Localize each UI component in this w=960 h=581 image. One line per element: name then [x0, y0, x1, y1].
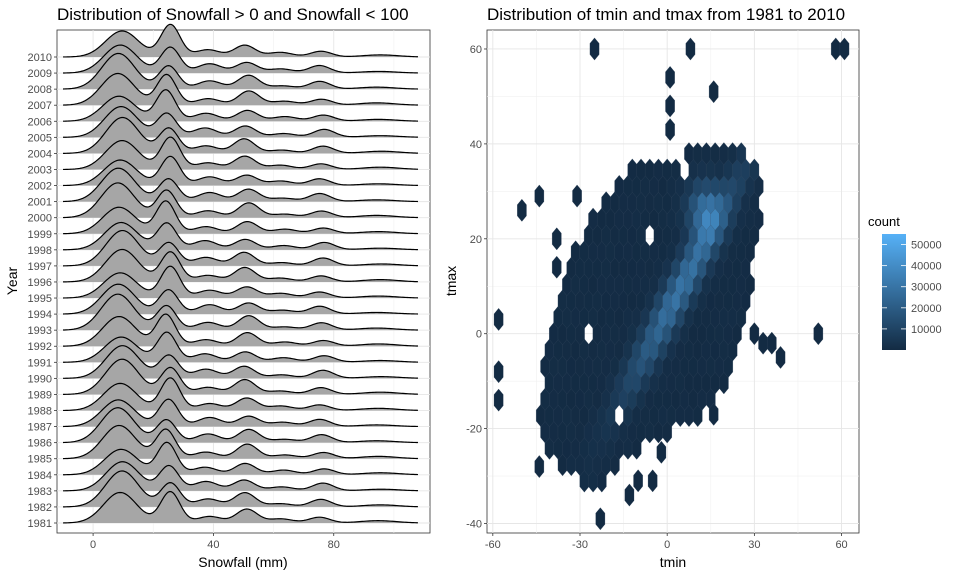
y-tick-label: 1990 [28, 373, 52, 385]
legend-label: 50000 [911, 240, 942, 252]
ridgeline-x-ticks: 0 40 80 [90, 533, 340, 551]
y-tick-label: 1986 [28, 438, 52, 450]
ridgeline-y-ticks: 1981 1982 1983 1984 1985 1986 1987 1988 1989 1990… [28, 52, 57, 530]
x-tick-label: 40 [207, 539, 219, 551]
y-tick-label: 1993 [28, 325, 52, 337]
y-tick-label: 2010 [28, 52, 52, 64]
ridgeline-title: Distribution of Snowfall > 0 and Snowfal… [57, 5, 409, 24]
ridgeline-x-axis-title: Snowfall (mm) [198, 554, 287, 570]
y-tick-label: 1981 [28, 518, 52, 530]
y-tick-label: 1996 [28, 277, 52, 289]
y-tick-label: 2003 [28, 164, 52, 176]
x-tick-label: 60 [835, 539, 847, 551]
y-tick-label: 1983 [28, 486, 52, 498]
x-tick-label: 0 [90, 539, 96, 551]
y-tick-label: 2002 [28, 181, 52, 193]
y-tick-label: 2007 [28, 100, 52, 112]
legend-label: 40000 [911, 261, 942, 273]
y-tick-label: 1984 [28, 470, 52, 482]
y-tick-label: 1997 [28, 261, 52, 273]
hexbin-x-axis-title: tmin [660, 554, 686, 570]
x-tick-label: -30 [572, 539, 588, 551]
hexbin-y-ticks: -40 -20 0 20 40 60 [466, 44, 487, 531]
legend-label: 10000 [911, 324, 942, 336]
y-tick-label: 2001 [28, 197, 52, 209]
y-tick-label: 1988 [28, 406, 52, 418]
ridgeline-chart: Distribution of Snowfall > 0 and Snowfal… [4, 5, 430, 570]
y-tick-label: 1989 [28, 389, 52, 401]
y-tick-label: 1991 [28, 357, 52, 369]
y-tick-label: 1998 [28, 245, 52, 257]
y-tick-label: 1995 [28, 293, 52, 305]
y-tick-label: 1985 [28, 454, 52, 466]
y-tick-label: 1987 [28, 422, 52, 434]
y-tick-label: -20 [466, 424, 482, 436]
y-tick-label: 2005 [28, 132, 52, 144]
legend-color-bar [882, 234, 906, 350]
hexbin-title: Distribution of tmin and tmax from 1981 … [487, 5, 845, 24]
y-tick-label: 1992 [28, 341, 52, 353]
y-tick-label: 1994 [28, 309, 52, 321]
legend-label: 20000 [911, 303, 942, 315]
legend-label: 30000 [911, 282, 942, 294]
hexbin-chart: Distribution of tmin and tmax from 1981 … [443, 5, 859, 570]
x-tick-label: 30 [748, 539, 760, 551]
y-tick-label: 2008 [28, 84, 52, 96]
hexbin-y-axis-title: tmax [443, 266, 459, 296]
x-tick-label: 80 [328, 539, 340, 551]
y-tick-label: -40 [466, 519, 482, 531]
y-tick-label: 2000 [28, 213, 52, 225]
y-tick-label: 1999 [28, 229, 52, 241]
ridgeline-y-axis-title: Year [4, 267, 20, 296]
y-tick-label: 0 [476, 329, 482, 341]
y-tick-label: 1982 [28, 502, 52, 514]
y-tick-label: 40 [470, 139, 482, 151]
hexbin-x-ticks: -60 -30 0 30 60 [485, 533, 848, 551]
y-tick-label: 2009 [28, 68, 52, 80]
count-legend: count 50000 40000 30000 20000 10000 [868, 214, 942, 350]
y-tick-label: 2006 [28, 116, 52, 128]
y-tick-label: 2004 [28, 148, 52, 160]
x-tick-label: 0 [664, 539, 670, 551]
y-tick-label: 60 [470, 44, 482, 56]
x-tick-label: -60 [485, 539, 501, 551]
y-tick-label: 20 [470, 234, 482, 246]
legend-title: count [868, 214, 900, 229]
